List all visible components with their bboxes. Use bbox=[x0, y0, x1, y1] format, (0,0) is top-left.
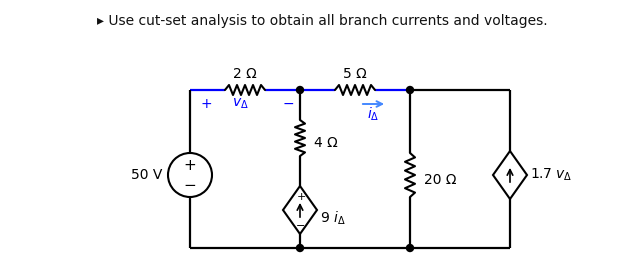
Text: +: + bbox=[184, 158, 196, 174]
Text: 5 Ω: 5 Ω bbox=[343, 67, 367, 81]
Text: 20 Ω: 20 Ω bbox=[424, 173, 457, 187]
Text: −: − bbox=[184, 177, 196, 193]
Text: +: + bbox=[296, 192, 305, 202]
Circle shape bbox=[406, 244, 413, 251]
Text: +: + bbox=[200, 97, 212, 111]
Text: $i_\Delta$: $i_\Delta$ bbox=[367, 105, 379, 123]
Text: $v_\Delta$: $v_\Delta$ bbox=[231, 97, 248, 111]
Text: −: − bbox=[296, 221, 305, 231]
Text: 4 Ω: 4 Ω bbox=[314, 136, 338, 150]
Circle shape bbox=[406, 86, 413, 93]
Text: 2 Ω: 2 Ω bbox=[233, 67, 257, 81]
Text: 50 V: 50 V bbox=[131, 168, 162, 182]
Text: 9 $i_\Delta$: 9 $i_\Delta$ bbox=[320, 209, 346, 227]
Text: ▸ Use cut-set analysis to obtain all branch currents and voltages.: ▸ Use cut-set analysis to obtain all bra… bbox=[96, 14, 547, 28]
Text: −: − bbox=[282, 97, 294, 111]
Circle shape bbox=[296, 244, 303, 251]
Circle shape bbox=[296, 86, 303, 93]
Text: 1.7 $v_\Delta$: 1.7 $v_\Delta$ bbox=[530, 167, 572, 183]
